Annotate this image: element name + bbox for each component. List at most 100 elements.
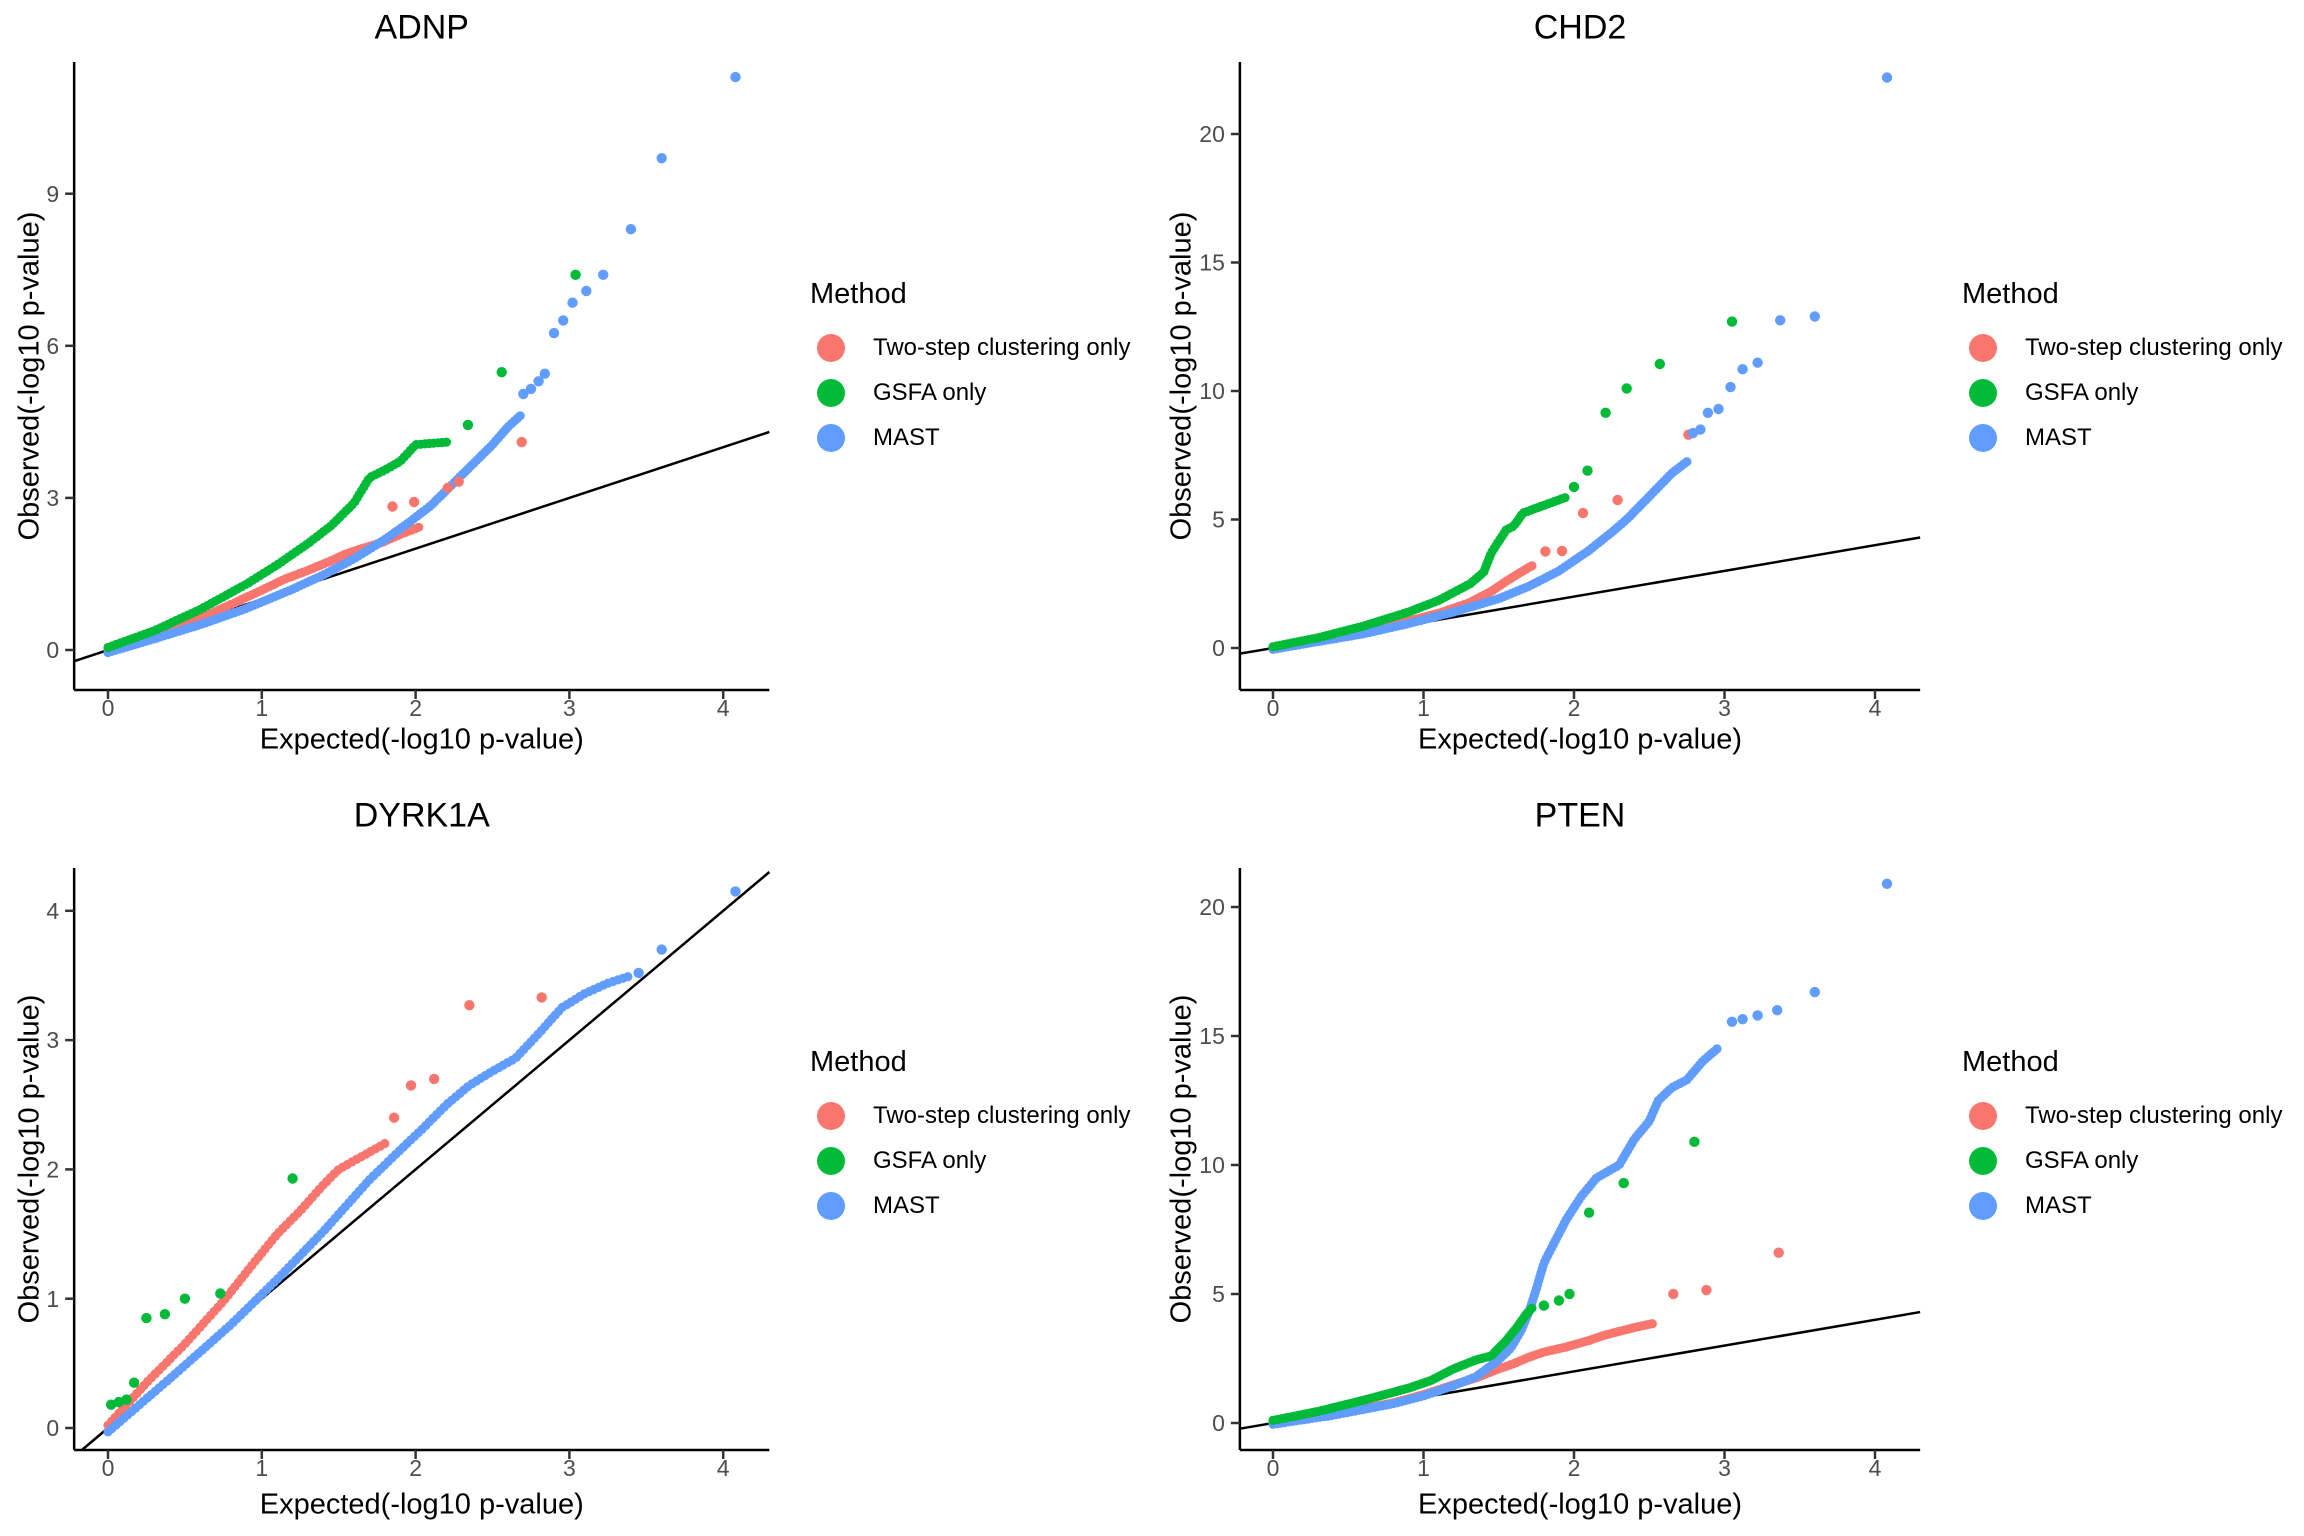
x-tick-label: 3 [563,1455,576,1481]
data-point [408,496,420,508]
data-point [1560,493,1570,503]
data-point [464,1000,475,1011]
legend-item: GSFA only [1946,370,2282,415]
x-tick-label: 0 [102,695,115,721]
data-point [1881,72,1893,83]
data-point [1713,403,1724,415]
data-point [141,1312,152,1324]
legend-item: MAST [794,415,1130,460]
legend-item-label: GSFA only [873,1146,987,1174]
data-point [1612,494,1623,506]
y-tick-label: 15 [1199,1023,1225,1049]
panel-pten: 0 1 2 3 4 0 5 10 15 20 PTEN Observed(-log10 p-val… [1152,768,2304,1536]
data-point [1775,315,1786,326]
mast-dot-icon [817,423,845,452]
data-point [1726,316,1738,327]
data-point [1582,465,1593,476]
y-tick-label: 15 [1199,250,1225,276]
y-tick-label: 0 [46,637,59,663]
x-tick-label: 0 [1267,1455,1280,1481]
data-point [388,1112,400,1123]
legend: Method Two-step clustering only GSFA onl… [794,1046,1130,1228]
x-tick-label: 1 [1417,1455,1430,1481]
data-point [581,285,592,297]
x-tick-label: 0 [1267,695,1280,721]
data-point [1583,1207,1595,1218]
data-point [1564,1288,1575,1300]
data-point [1702,407,1714,418]
legend-item: GSFA only [794,1138,1130,1183]
data-point [1809,986,1820,998]
legend-title: Method [810,278,907,310]
data-point [518,388,529,400]
data-point [1737,364,1748,375]
legend-item-label: Two-step clustering only [2025,1101,2283,1129]
y-tick-label: 0 [1212,635,1225,661]
y-axis-label: Observed(-log10 p-value) [13,994,46,1324]
data-point [730,71,741,83]
y-tick-label: 4 [46,898,59,924]
y-tick-label: 3 [46,485,59,511]
qq-plot-adnp: 0 1 2 3 4 0 3 6 9 [46,62,770,721]
data-point [1621,383,1632,394]
data-point [516,436,527,448]
data-point [1654,358,1665,370]
data-point [1712,1044,1722,1054]
legend-item: MAST [1946,1183,2282,1228]
data-point [570,269,581,280]
x-axis-label: Expected(-log10 p-value) [1418,1488,1743,1521]
data-point [1726,1016,1738,1027]
data-point [1773,1247,1784,1258]
x-tick-label: 1 [255,1455,268,1481]
y-tick-label: 3 [46,1027,59,1053]
legend-title: Method [1962,1046,2059,1078]
data-point [656,944,667,955]
data-point [633,967,644,979]
two-step-clustering-dot-icon [1969,1101,1997,1130]
y-tick-label: 5 [1212,1281,1225,1307]
x-tick-label: 3 [1718,1455,1731,1481]
x-tick-label: 2 [1568,695,1581,721]
gsfa-dot-icon [1969,1146,1997,1175]
gsfa-dot-icon [817,378,845,407]
legend-item: MAST [1946,415,2282,460]
data-point [1682,457,1692,467]
data-point [1752,1010,1763,1021]
data-point [414,522,424,532]
y-tick-label: 0 [46,1415,59,1441]
x-tick-label: 2 [409,1455,422,1481]
gsfa-dot-icon [817,1146,845,1175]
x-tick-label: 1 [255,695,268,721]
data-point [1618,1177,1629,1189]
data-point [567,297,578,308]
x-axis-label: Expected(-log10 p-value) [259,1488,584,1521]
legend-item: GSFA only [794,370,1130,415]
legend-item: Two-step clustering only [1946,325,2282,370]
data-point [1689,1136,1700,1147]
legend-item-label: Two-step clustering only [873,333,1131,361]
panel-title: CHD2 [1533,8,1627,47]
legend-item: GSFA only [1946,1138,2282,1183]
y-tick-label: 2 [46,1156,59,1182]
data-point [1600,407,1611,418]
data-point [405,1080,417,1091]
data-point [525,383,537,395]
data-point [1737,1014,1748,1025]
panel-title: ADNP [374,8,469,47]
mast-dot-icon [1969,1191,1997,1220]
legend-item-label: GSFA only [873,378,987,406]
data-point [623,972,633,982]
data-point [1647,1319,1657,1329]
data-point [462,419,474,431]
y-tick-label: 1 [46,1286,59,1312]
qq-plot-chd2: 0 1 2 3 4 0 5 10 15 20 [1199,62,1921,721]
data-point [548,327,560,339]
x-tick-label: 2 [1568,1455,1581,1481]
data-point [387,501,398,512]
y-tick-label: 20 [1199,894,1225,920]
y-axis-label: Observed(-log10 p-value) [1165,994,1198,1324]
panel-title: DYRK1A [353,796,490,835]
legend: Method Two-step clustering only GSFA onl… [1946,1046,2282,1228]
data-point [215,1288,226,1299]
data-point [656,153,667,164]
